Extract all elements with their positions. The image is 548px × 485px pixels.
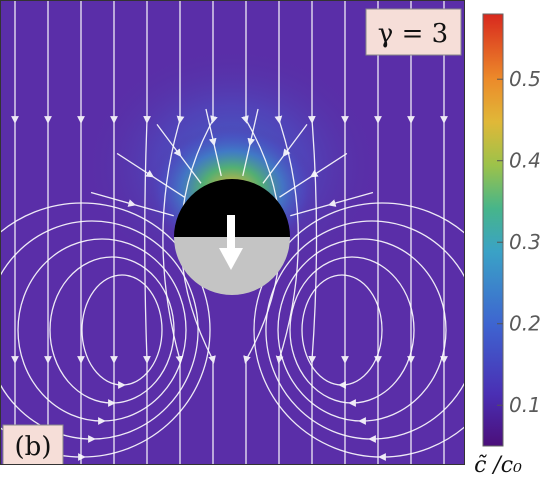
streamline [279,152,348,198]
panel-label-box: (b) [2,424,64,465]
streamline [90,191,174,217]
streamline [262,124,308,184]
streamline [290,191,374,217]
colorbar-frame [482,13,504,447]
streamline [116,152,185,198]
streamline [274,0,299,465]
colorbar-tick-label: 0.1 [509,393,541,417]
parameter-label-box: γ = 3 [365,8,462,56]
streamline [49,256,175,407]
streamline [307,0,318,465]
colorbar-tick-label: 0.4 [509,149,541,173]
colorbar-ticks: 0.1 0.2 0.3 0.4 0.5 [497,67,541,417]
streamline [242,108,259,177]
streamline [0,220,199,443]
streamline [205,108,222,177]
colorbar-gradient [483,14,503,446]
motion-arrow-icon [219,215,243,270]
colorbar: 0.1 0.2 0.3 0.4 0.5 c̃ /c₀ [474,13,541,478]
streamline [277,238,447,425]
streamline [156,124,202,184]
colorbar-tick-label: 0.5 [509,67,541,91]
streamline [17,238,187,425]
panel-label: (b) [15,432,52,462]
streamline [289,256,415,407]
heatmap-panel: γ = 3 (b) [0,0,465,465]
streamline [143,0,151,465]
streamline [81,274,163,389]
streamline [265,220,465,443]
colorbar-tick-label: 0.2 [509,312,541,336]
streamline [162,0,185,465]
streamline [301,274,383,389]
colorbar-tick-label: 0.3 [509,230,541,254]
panel-frame [0,0,465,465]
colorbar-label: c̃ /c₀ [474,453,522,478]
parameter-label: γ = 3 [378,19,448,49]
particle-top-half [174,179,290,237]
